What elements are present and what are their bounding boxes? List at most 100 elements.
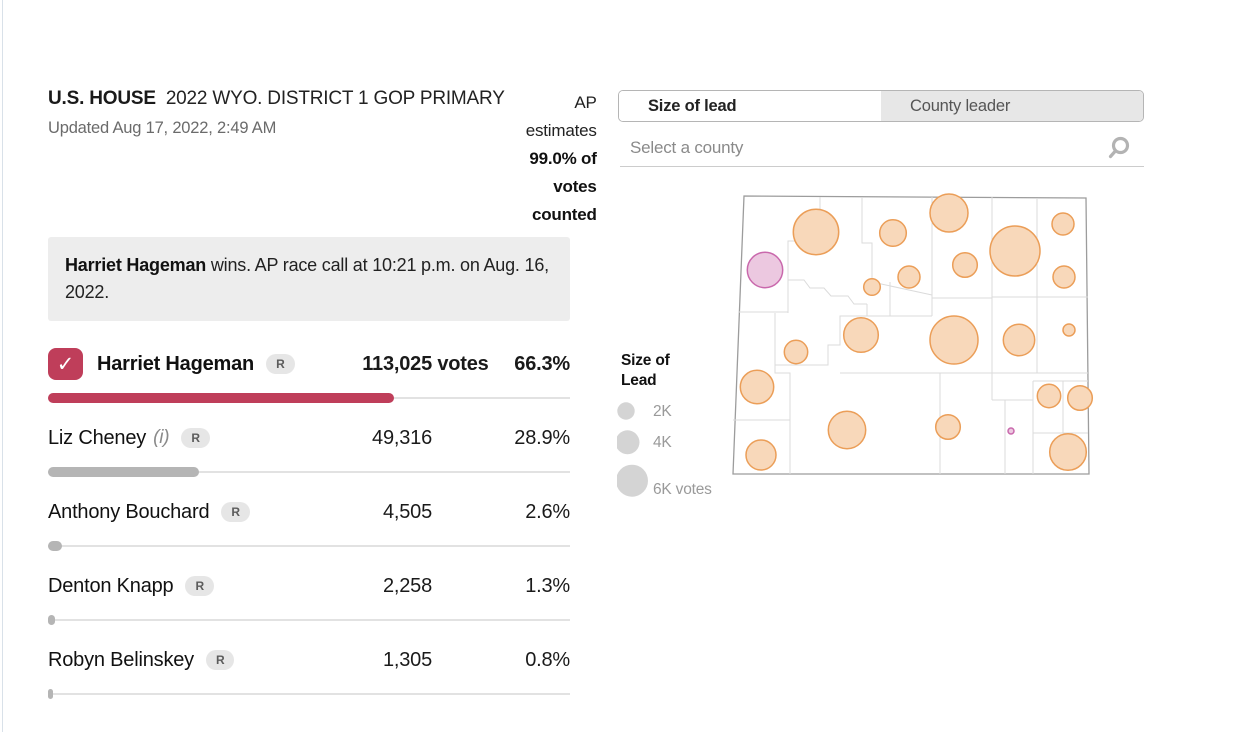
results-panel: U.S. HOUSE 2022 WYO. DISTRICT 1 GOP PRIMA… [48,88,597,717]
county-bubble[interactable] [1062,323,1076,337]
race-call-text: wins. AP race call at 10:21 p.m. on Aug.… [65,255,549,302]
office-label: U.S. HOUSE [48,88,156,109]
county-bubble[interactable] [897,265,921,289]
county-bubble[interactable] [745,439,777,471]
party-badge: R [266,354,295,374]
race-header: U.S. HOUSE 2022 WYO. DISTRICT 1 GOP PRIMA… [48,88,597,237]
legend-label-6k: 6K votes [653,481,712,498]
page-title: U.S. HOUSE 2022 WYO. DISTRICT 1 GOP PRIMA… [48,88,505,110]
vote-share-bar-track [48,467,570,477]
vote-percentage: 2.6% [525,500,570,523]
legend-title-line1: Size of [621,352,670,369]
vote-percentage: 66.3% [514,352,570,375]
legend-circle [617,464,648,497]
county-bubble[interactable] [934,413,962,441]
candidate-name: Denton Knapp [48,574,174,597]
party-badge: R [221,502,250,522]
vote-count-suffix: votes [432,352,489,375]
county-bubble[interactable] [827,410,867,450]
vote-count: 113,025 [362,352,432,375]
candidate-row: Anthony Bouchard R 4,505 2.6% [48,495,570,551]
county-bubble[interactable] [929,193,969,233]
candidate-row: Liz Cheney (i) R 49,316 28.9% [48,421,570,477]
county-bubble[interactable] [1066,384,1094,412]
legend-circle [617,402,635,420]
vote-share-bar [48,467,199,477]
vote-percentage: 28.9% [514,426,570,449]
vote-percentage: 0.8% [525,648,570,671]
vote-share-bar [48,615,55,625]
race-call-winner-name: Harriet Hageman [65,255,207,275]
county-bubble[interactable] [878,218,908,248]
candidate-list: ✓ Harriet Hageman R 113,025 votes 66.3% Liz C… [48,347,570,699]
county-bubble[interactable] [792,208,840,256]
county-bubble[interactable] [1007,427,1015,435]
county-bubble[interactable] [1002,323,1036,357]
county-bubble[interactable] [989,225,1041,277]
candidate-row-line: Denton Knapp R 2,258 1.3% [48,569,570,603]
map-view-tabs: Size of lead County leader [618,90,1144,122]
county-bubble[interactable] [951,251,979,279]
candidate-row: ✓ Harriet Hageman R 113,025 votes 66.3% [48,347,570,403]
county-search-input[interactable] [620,137,1106,158]
candidate-row-line: Anthony Bouchard R 4,505 2.6% [48,495,570,529]
county-bubble[interactable] [1051,212,1075,236]
county-bubble[interactable] [929,315,979,365]
state-outline [732,195,1090,475]
party-badge: R [185,576,214,596]
candidate-name: Robyn Belinskey [48,648,194,671]
race-call-note: Harriet Hageman wins. AP race call at 10… [48,237,570,321]
county-bubble[interactable] [783,339,809,365]
reporting-prefix: AP estimates [525,93,597,140]
legend-circle [617,430,640,455]
county-bubble[interactable] [862,277,882,297]
race-label: 2022 WYO. DISTRICT 1 GOP PRIMARY [165,88,505,109]
vote-count: 1,305 [382,648,432,671]
updated-timestamp: Updated Aug 17, 2022, 2:49 AM [48,119,277,137]
vote-percentage: 1.3% [525,574,570,597]
vote-count: 2,258 [382,574,432,597]
incumbent-marker: (i) [153,427,170,448]
search-icon[interactable] [1106,135,1132,161]
county-bubble[interactable] [739,369,775,405]
tab-size-of-lead[interactable]: Size of lead [619,91,881,121]
vote-share-bar-track [48,541,570,551]
candidate-row-line: ✓ Harriet Hageman R 113,025 votes 66.3% [48,347,570,381]
race-title-block: U.S. HOUSE 2022 WYO. DISTRICT 1 GOP PRIMA… [48,88,505,237]
vote-share-bar [48,541,62,551]
reporting-status: AP estimates 99.0% of votes counted [505,89,597,237]
winner-checkmark-icon: ✓ [48,348,83,380]
candidate-row-line: Robyn Belinskey R 1,305 0.8% [48,643,570,677]
vote-share-bar-track [48,689,570,699]
legend-title-line2: Lead [621,372,657,389]
vote-count: 49,316 [372,426,432,449]
county-bubble[interactable] [842,316,880,354]
candidate-row: Robyn Belinskey R 1,305 0.8% [48,643,570,699]
candidate-row: Denton Knapp R 2,258 1.3% [48,569,570,625]
tab-county-leader[interactable]: County leader [881,91,1143,121]
vote-share-bar [48,689,53,699]
legend-label-2k: 2K [653,403,672,420]
vote-share-bar-track [48,393,570,403]
reporting-percent: 99.0% of votes counted [529,149,597,224]
legend-label-4k: 4K [653,434,672,451]
legend-size-circles [617,402,648,497]
county-bubble[interactable] [1048,432,1088,472]
county-bubble[interactable] [746,251,784,289]
county-bubble[interactable] [1052,265,1076,289]
county-search [620,129,1144,167]
vote-count: 4,505 [382,500,432,523]
candidate-name: Liz Cheney [48,426,147,449]
candidate-name: Harriet Hageman [97,352,255,375]
county-bubble[interactable] [1036,383,1062,409]
party-badge: R [205,650,235,670]
left-border-line [2,0,3,732]
bubble-layer [739,193,1094,472]
map-legend-title: Size of Lead [621,351,670,391]
vote-share-bar [48,393,395,403]
party-badge: R [181,428,210,448]
candidate-name: Anthony Bouchard [48,500,210,523]
wyoming-county-map [732,193,1094,475]
vote-share-bar-track [48,615,570,625]
candidate-row-line: Liz Cheney (i) R 49,316 28.9% [48,421,570,455]
